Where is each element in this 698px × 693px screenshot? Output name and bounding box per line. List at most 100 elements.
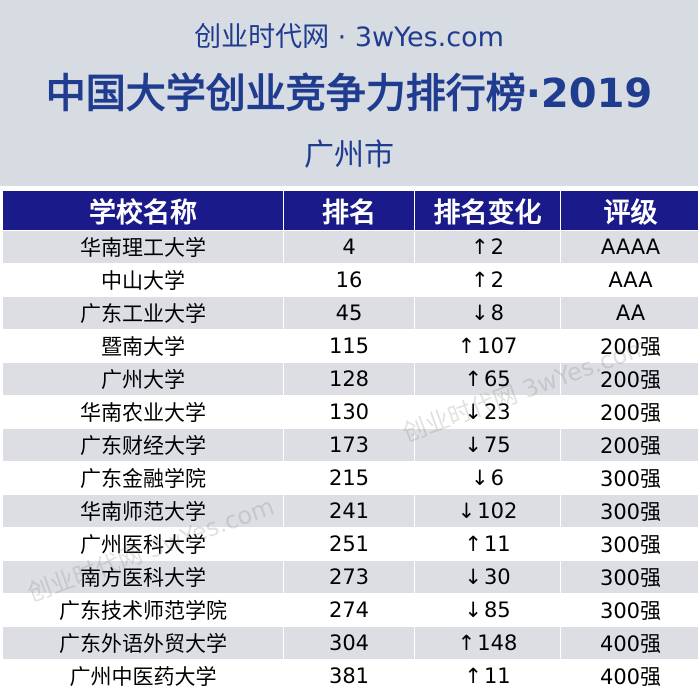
arrow-down-icon: ↓ <box>464 433 482 457</box>
rank-change-value: 148 <box>477 631 517 655</box>
grade-cell: 200强 <box>561 363 698 396</box>
grade-cell: 400强 <box>561 627 698 660</box>
arrow-down-icon: ↓ <box>458 499 476 523</box>
rank-change-cell: ↑148 <box>415 627 561 660</box>
arrow-down-icon: ↓ <box>464 565 482 589</box>
arrow-up-icon: ↑ <box>458 631 476 655</box>
arrow-up-icon: ↑ <box>458 334 476 358</box>
grade-cell: 300强 <box>561 495 698 528</box>
rank-change-cell: ↓85 <box>415 594 561 627</box>
arrow-up-icon: ↑ <box>471 235 489 259</box>
column-header-change: 排名变化 <box>415 191 561 231</box>
table-header-row: 学校名称 排名 排名变化 评级 <box>3 191 698 231</box>
rank-cell: 273 <box>284 561 415 594</box>
column-header-name: 学校名称 <box>3 191 284 231</box>
school-name-cell: 暨南大学 <box>3 330 284 363</box>
grade-cell: 200强 <box>561 330 698 363</box>
rank-change-value: 75 <box>484 433 511 457</box>
rank-cell: 173 <box>284 429 415 462</box>
arrow-up-icon: ↑ <box>471 268 489 292</box>
grade-cell: 200强 <box>561 396 698 429</box>
school-name-cell: 广东金融学院 <box>3 462 284 495</box>
school-name-cell: 中山大学 <box>3 264 284 297</box>
rank-change-cell: ↑107 <box>415 330 561 363</box>
rank-change-value: 30 <box>484 565 511 589</box>
rank-cell: 274 <box>284 594 415 627</box>
rank-cell: 4 <box>284 231 415 264</box>
rank-change-cell: ↑2 <box>415 231 561 264</box>
grade-cell: 300强 <box>561 561 698 594</box>
rank-change-value: 11 <box>484 532 511 556</box>
grade-cell: AAA <box>561 264 698 297</box>
arrow-up-icon: ↑ <box>464 532 482 556</box>
arrow-down-icon: ↓ <box>471 466 489 490</box>
school-name-cell: 广东财经大学 <box>3 429 284 462</box>
column-header-grade: 评级 <box>561 191 698 231</box>
page-title: 中国大学创业竞争力排行榜·2019 <box>0 66 698 122</box>
rank-change-cell: ↓8 <box>415 297 561 330</box>
rank-change-cell: ↑11 <box>415 660 561 693</box>
grade-cell: AAAA <box>561 231 698 264</box>
school-name-cell: 广州大学 <box>3 363 284 396</box>
rank-change-cell: ↓75 <box>415 429 561 462</box>
rank-change-cell: ↓23 <box>415 396 561 429</box>
rank-cell: 16 <box>284 264 415 297</box>
rank-cell: 128 <box>284 363 415 396</box>
school-name-cell: 广东工业大学 <box>3 297 284 330</box>
school-name-cell: 广东技术师范学院 <box>3 594 284 627</box>
grade-cell: 400强 <box>561 660 698 693</box>
rank-change-value: 11 <box>484 664 511 688</box>
arrow-down-icon: ↓ <box>464 598 482 622</box>
grade-cell: 300强 <box>561 594 698 627</box>
grade-cell: 200强 <box>561 429 698 462</box>
header-banner: 创业时代网 · 3wYes.com 中国大学创业竞争力排行榜·2019 广州市 <box>0 0 698 186</box>
city-subtitle: 广州市 <box>0 134 698 178</box>
school-name-cell: 广州医科大学 <box>3 528 284 561</box>
school-name-cell: 广州中医药大学 <box>3 660 284 693</box>
rank-change-value: 85 <box>484 598 511 622</box>
rank-change-value: 8 <box>491 301 504 325</box>
arrow-down-icon: ↓ <box>471 301 489 325</box>
rank-cell: 45 <box>284 297 415 330</box>
rank-change-cell: ↓102 <box>415 495 561 528</box>
rank-cell: 215 <box>284 462 415 495</box>
arrow-up-icon: ↑ <box>464 367 482 391</box>
rank-cell: 251 <box>284 528 415 561</box>
rank-cell: 381 <box>284 660 415 693</box>
rank-change-value: 2 <box>491 235 504 259</box>
school-name-cell: 南方医科大学 <box>3 561 284 594</box>
arrow-down-icon: ↓ <box>464 400 482 424</box>
rank-change-cell: ↑2 <box>415 264 561 297</box>
rank-change-value: 102 <box>477 499 517 523</box>
site-name: 创业时代网 · 3wYes.com <box>0 18 698 58</box>
grade-cell: 300强 <box>561 528 698 561</box>
grade-cell: 300强 <box>561 462 698 495</box>
rank-change-value: 23 <box>484 400 511 424</box>
rank-cell: 241 <box>284 495 415 528</box>
rank-change-cell: ↓30 <box>415 561 561 594</box>
rank-change-cell: ↓6 <box>415 462 561 495</box>
school-name-cell: 广东外语外贸大学 <box>3 627 284 660</box>
rank-change-value: 2 <box>491 268 504 292</box>
rank-change-value: 107 <box>477 334 517 358</box>
grade-cell: AA <box>561 297 698 330</box>
arrow-up-icon: ↑ <box>464 664 482 688</box>
school-name-cell: 华南农业大学 <box>3 396 284 429</box>
rank-cell: 304 <box>284 627 415 660</box>
